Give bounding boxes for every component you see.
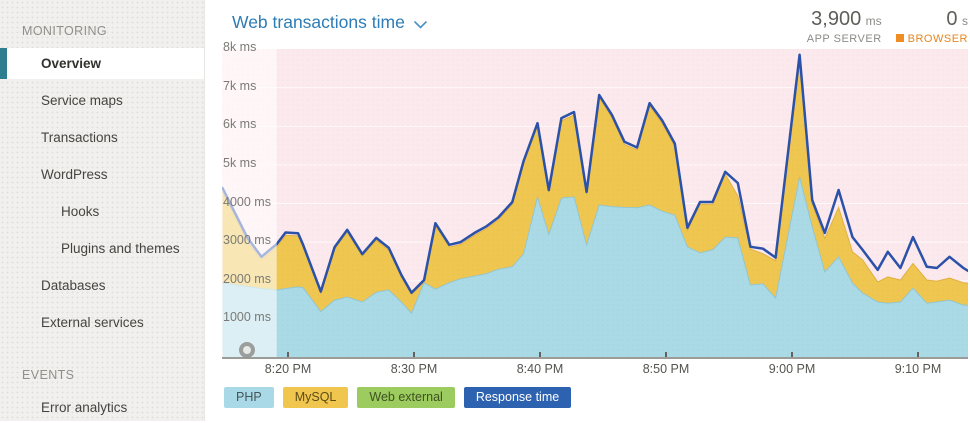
sidebar-item-overview[interactable]: Overview bbox=[0, 48, 204, 79]
summary-stats: 3,900 ms APP SERVER 0 s BROWSER bbox=[807, 9, 968, 45]
sidebar-section-label-events: EVENTS bbox=[22, 368, 75, 382]
x-axis-tick bbox=[791, 352, 793, 357]
chevron-down-icon bbox=[414, 13, 427, 34]
x-axis-label: 8:20 PM bbox=[264, 362, 312, 376]
app-server-label: APP SERVER bbox=[806, 33, 882, 45]
browser-unit: s bbox=[962, 14, 968, 28]
chart-handle-icon bbox=[239, 342, 255, 358]
y-axis-label: 2000 ms bbox=[223, 271, 271, 286]
transactions-time-chart[interactable] bbox=[222, 49, 968, 358]
browser-swatch-icon bbox=[895, 34, 904, 42]
y-axis-label: 6k ms bbox=[223, 117, 257, 132]
browser-value: 0 bbox=[946, 8, 958, 30]
legend-chip-php[interactable]: PHP bbox=[224, 387, 274, 408]
response-time-line bbox=[222, 53, 968, 294]
x-axis-tick bbox=[917, 352, 919, 357]
x-axis-label: 8:40 PM bbox=[516, 362, 564, 376]
x-axis-tick bbox=[665, 352, 667, 357]
sidebar: MONITORING Overview Service maps Transactio… bbox=[0, 0, 205, 421]
app-server-unit: ms bbox=[865, 14, 882, 28]
x-axis-label: 8:50 PM bbox=[642, 362, 690, 376]
legend-chip-response-time[interactable]: Response time bbox=[463, 387, 572, 408]
page-title: Web transactions time bbox=[232, 11, 405, 32]
x-axis-label: 9:00 PM bbox=[768, 362, 816, 376]
chart-title-dropdown[interactable]: Web transactions time bbox=[232, 10, 427, 34]
legend-chip-web-external[interactable]: Web external bbox=[357, 387, 455, 408]
y-axis-label: 3000 ms bbox=[223, 233, 271, 248]
y-axis-label: 4000 ms bbox=[223, 194, 271, 209]
app-server-stat: 3,900 ms APP SERVER bbox=[807, 9, 882, 45]
x-axis-tick bbox=[413, 352, 415, 357]
x-axis-tick bbox=[287, 352, 289, 357]
browser-stat[interactable]: 0 s BROWSER bbox=[895, 8, 968, 45]
y-axis-label: 5k ms bbox=[223, 155, 257, 170]
sidebar-item-databases[interactable]: Databases bbox=[41, 278, 106, 293]
y-axis-label: 1000 ms bbox=[223, 310, 271, 325]
x-axis-label: 9:10 PM bbox=[894, 362, 942, 376]
sidebar-item-service-maps[interactable]: Service maps bbox=[41, 93, 123, 108]
chart-legend: PHP MySQL Web external Response time bbox=[224, 387, 572, 408]
faded-history-overlay bbox=[222, 49, 277, 358]
plot-texture bbox=[222, 49, 968, 358]
sidebar-item-error-analytics[interactable]: Error analytics bbox=[41, 400, 128, 415]
main-content: Web transactions time 3,900 ms APP SERVE… bbox=[205, 0, 970, 421]
legend-chip-mysql[interactable]: MySQL bbox=[282, 387, 349, 408]
sidebar-item-hooks[interactable]: Hooks bbox=[61, 204, 100, 219]
php-top-edge bbox=[222, 176, 968, 315]
y-axis-label: 7k ms bbox=[223, 78, 257, 93]
x-axis-line bbox=[222, 357, 968, 359]
sidebar-item-wordpress[interactable]: WordPress bbox=[41, 167, 108, 182]
x-axis-tick bbox=[539, 352, 541, 357]
sidebar-section-label-monitoring: MONITORING bbox=[22, 24, 108, 38]
browser-label: BROWSER bbox=[895, 33, 968, 45]
x-axis-label: 8:30 PM bbox=[390, 362, 438, 376]
sidebar-item-external-services[interactable]: External services bbox=[41, 315, 144, 330]
app-server-value: 3,900 bbox=[811, 8, 862, 30]
sidebar-item-transactions[interactable]: Transactions bbox=[41, 130, 118, 145]
y-axis-label: 8k ms bbox=[223, 40, 257, 54]
sidebar-item-plugins-and-themes[interactable]: Plugins and themes bbox=[61, 241, 180, 256]
